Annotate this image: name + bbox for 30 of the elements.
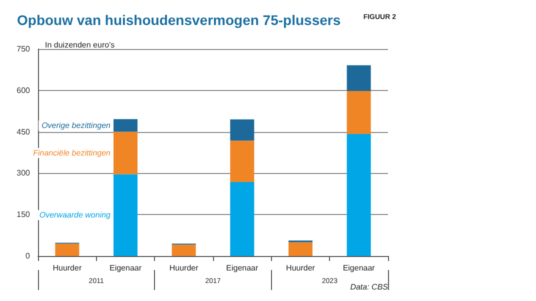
y-tick-label: 300: [16, 168, 31, 178]
x-tick-label: Huurder: [169, 264, 199, 272]
bar: [172, 244, 196, 256]
bar: [346, 65, 371, 91]
y-tick-label: 750: [16, 44, 31, 54]
x-tick-label: Eigenaar: [342, 264, 376, 272]
bar: [55, 244, 80, 256]
bar: [230, 140, 254, 182]
bar: [346, 134, 371, 256]
bar: [114, 119, 138, 132]
x-tick-label: Huurder: [286, 264, 316, 272]
y-tick-label: 600: [16, 86, 31, 95]
y-tick-label: 0: [26, 252, 31, 260]
bar: [114, 174, 138, 256]
series-label: Overige bezittingen: [42, 120, 112, 130]
x-tick-label: Eigenaar: [226, 264, 259, 272]
text: Data: CBS: [350, 282, 389, 292]
y-tick-label: 450: [16, 127, 31, 136]
bar: [230, 119, 254, 141]
bar: [288, 242, 312, 256]
x-tick-label: Huurder: [52, 264, 82, 272]
bar: [346, 90, 371, 134]
y-axis-title: In duizenden euro’s: [45, 40, 115, 50]
series-label: Overwaarde woning: [39, 210, 112, 220]
bar: [230, 182, 254, 256]
series-label: Financiële bezittingen: [33, 148, 112, 158]
bar: [114, 132, 138, 174]
x-tick-label: Eigenaar: [109, 264, 142, 272]
chart-title: Opbouw van huishoudensvermogen 75-plussers: [17, 12, 341, 28]
y-tick-label: 150: [16, 210, 31, 220]
